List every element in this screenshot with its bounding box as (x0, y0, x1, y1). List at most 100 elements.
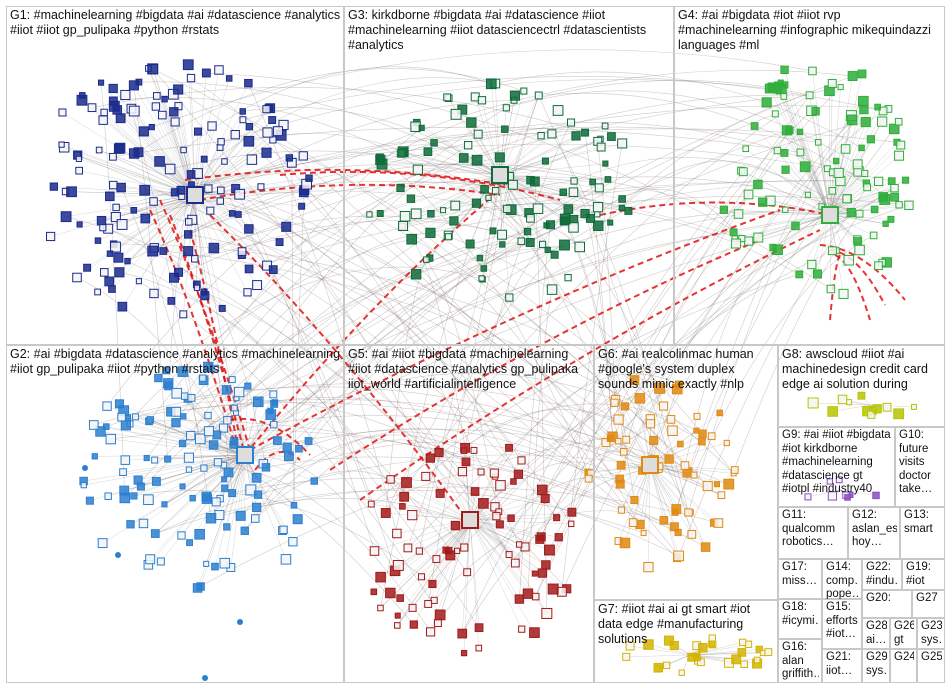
graph-node[interactable] (138, 518, 149, 529)
graph-node[interactable] (186, 170, 196, 179)
graph-node[interactable] (617, 506, 626, 514)
graph-node[interactable] (183, 246, 194, 257)
graph-node[interactable] (503, 204, 512, 214)
graph-node[interactable] (882, 220, 889, 227)
graph-node[interactable] (489, 468, 499, 478)
graph-node[interactable] (547, 129, 557, 139)
graph-node[interactable] (184, 230, 193, 239)
graph-node[interactable] (680, 461, 690, 470)
graph-node[interactable] (100, 268, 109, 277)
graph-node[interactable] (203, 560, 210, 567)
graph-node[interactable] (377, 604, 384, 612)
group-box-g8[interactable]: G8: awscloud #iiot #ai machinedesign cre… (778, 345, 945, 427)
graph-node[interactable] (887, 215, 895, 223)
graph-node[interactable] (893, 408, 905, 420)
graph-node[interactable] (861, 169, 869, 177)
graph-node[interactable] (366, 211, 373, 218)
graph-node[interactable] (539, 240, 547, 248)
graph-node[interactable] (667, 425, 678, 436)
graph-node[interactable] (534, 91, 543, 100)
graph-node[interactable] (233, 386, 245, 398)
graph-node[interactable] (176, 185, 186, 195)
group-box-g4[interactable]: G4: #ai #bigdata #iot #iiot rvp #machine… (674, 6, 945, 345)
graph-node[interactable] (840, 144, 851, 154)
graph-node[interactable] (114, 142, 126, 154)
graph-node[interactable] (440, 207, 447, 214)
graph-node[interactable] (243, 288, 252, 297)
graph-node[interactable] (428, 579, 437, 589)
graph-node[interactable] (643, 639, 654, 650)
graph-node[interactable] (265, 409, 277, 420)
graph-node[interactable] (58, 108, 67, 117)
group-box-g10[interactable]: G10: future visits doctor take… (895, 427, 945, 507)
graph-node[interactable] (138, 126, 149, 137)
graph-node[interactable] (432, 555, 441, 563)
graph-node[interactable] (619, 537, 631, 549)
graph-node[interactable] (894, 117, 903, 126)
graph-node[interactable] (671, 383, 683, 395)
graph-node[interactable] (554, 533, 563, 542)
graph-node[interactable] (385, 587, 396, 599)
graph-node[interactable] (211, 562, 219, 571)
graph-node[interactable] (628, 518, 638, 527)
graph-node[interactable] (407, 510, 418, 521)
graph-node[interactable] (207, 121, 217, 131)
hub-node[interactable] (491, 166, 509, 184)
graph-node[interactable] (187, 393, 196, 402)
graph-node[interactable] (610, 398, 619, 407)
graph-node[interactable] (117, 412, 126, 422)
graph-node[interactable] (505, 551, 513, 559)
graph-node[interactable] (164, 163, 176, 175)
graph-node[interactable] (858, 144, 865, 152)
graph-node[interactable] (386, 475, 395, 484)
graph-node[interactable] (295, 444, 303, 453)
graph-node[interactable] (553, 514, 561, 522)
graph-node[interactable] (186, 430, 196, 441)
graph-node[interactable] (145, 417, 153, 426)
graph-node[interactable] (245, 484, 257, 496)
graph-node[interactable] (292, 514, 303, 525)
graph-node[interactable] (568, 222, 579, 233)
graph-node[interactable] (854, 244, 865, 256)
graph-node[interactable] (177, 366, 189, 377)
graph-node[interactable] (228, 210, 236, 217)
graph-node[interactable] (119, 468, 127, 476)
graph-node[interactable] (401, 477, 412, 488)
graph-node[interactable] (615, 474, 624, 484)
graph-node[interactable] (874, 261, 883, 271)
graph-node[interactable] (640, 530, 647, 537)
graph-node[interactable] (392, 528, 402, 539)
graph-node[interactable] (269, 390, 278, 399)
graph-node[interactable] (522, 588, 534, 599)
graph-node[interactable] (758, 197, 768, 207)
graph-node[interactable] (544, 544, 555, 556)
graph-node[interactable] (592, 202, 604, 213)
graph-node[interactable] (108, 83, 118, 94)
graph-node[interactable] (246, 154, 258, 165)
graph-node[interactable] (693, 412, 701, 420)
graph-node[interactable] (46, 231, 56, 242)
graph-node[interactable] (796, 128, 804, 136)
graph-node[interactable] (780, 93, 788, 100)
graph-node[interactable] (666, 415, 676, 424)
graph-node[interactable] (151, 476, 161, 486)
graph-node[interactable] (230, 130, 240, 140)
graph-node[interactable] (273, 126, 283, 137)
graph-node[interactable] (66, 186, 77, 198)
graph-node[interactable] (659, 401, 669, 411)
graph-node[interactable] (669, 522, 679, 532)
graph-node[interactable] (857, 69, 867, 79)
graph-node[interactable] (139, 184, 151, 196)
graph-node[interactable] (108, 96, 118, 106)
graph-node[interactable] (543, 222, 550, 229)
group-box-g2[interactable]: G2: #ai #bigdata #datascience #analytics… (6, 345, 344, 683)
graph-node[interactable] (750, 122, 759, 130)
graph-node[interactable] (279, 525, 288, 534)
graph-node[interactable] (552, 105, 564, 116)
graph-node[interactable] (244, 78, 253, 88)
graph-node[interactable] (213, 458, 223, 467)
graph-node[interactable] (698, 437, 706, 446)
graph-node[interactable] (375, 154, 386, 165)
graph-node[interactable] (239, 116, 247, 124)
graph-node[interactable] (742, 145, 750, 153)
